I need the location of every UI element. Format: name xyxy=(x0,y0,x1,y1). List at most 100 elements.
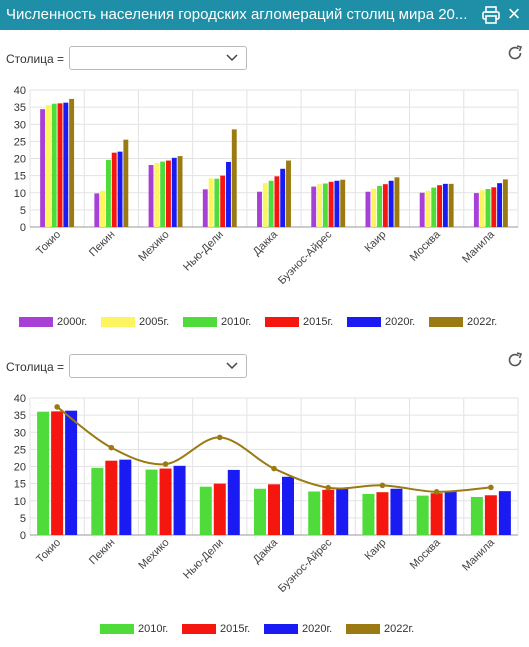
bar[interactable] xyxy=(268,484,280,535)
bar[interactable] xyxy=(498,491,511,535)
bar[interactable] xyxy=(431,187,437,227)
bar[interactable] xyxy=(311,186,317,227)
bar[interactable] xyxy=(282,476,294,535)
bar[interactable] xyxy=(377,185,382,227)
bar[interactable] xyxy=(45,105,51,227)
bar[interactable] xyxy=(430,493,443,535)
bar[interactable] xyxy=(254,488,266,535)
bar[interactable] xyxy=(148,165,154,227)
bar[interactable] xyxy=(199,486,212,535)
bar[interactable] xyxy=(394,177,400,227)
bar[interactable] xyxy=(497,183,503,227)
bar[interactable] xyxy=(479,190,485,227)
bar[interactable] xyxy=(382,184,388,227)
line-point[interactable] xyxy=(54,404,60,410)
bar[interactable] xyxy=(227,469,240,535)
bar[interactable] xyxy=(473,193,479,227)
bar[interactable] xyxy=(317,184,322,227)
bar[interactable] xyxy=(340,179,346,227)
bar[interactable] xyxy=(416,495,429,535)
legend-label: 2020г. xyxy=(302,623,333,635)
bar[interactable] xyxy=(371,188,377,227)
capital-select[interactable] xyxy=(69,46,247,70)
bar[interactable] xyxy=(100,190,106,227)
line-point[interactable] xyxy=(108,444,115,451)
bar[interactable] xyxy=(231,129,237,227)
bar[interactable] xyxy=(63,102,69,227)
bar[interactable] xyxy=(111,152,117,227)
x-tick-label: Каир xyxy=(363,229,389,255)
bar[interactable] xyxy=(220,175,226,227)
bar[interactable] xyxy=(160,161,166,227)
bar[interactable] xyxy=(123,139,129,227)
bar[interactable] xyxy=(91,467,104,535)
bar[interactable] xyxy=(105,460,118,535)
bar[interactable] xyxy=(166,160,171,227)
line-point[interactable] xyxy=(271,465,277,472)
bar[interactable] xyxy=(388,180,394,227)
bar[interactable] xyxy=(268,180,274,227)
bar[interactable] xyxy=(419,192,425,227)
bar[interactable] xyxy=(362,493,375,535)
y-tick-label: 20 xyxy=(14,154,26,166)
bar[interactable] xyxy=(286,160,291,227)
bar[interactable] xyxy=(308,491,321,535)
bar[interactable] xyxy=(171,157,177,227)
bar[interactable] xyxy=(40,109,46,227)
bar[interactable] xyxy=(322,489,335,535)
bar[interactable] xyxy=(94,193,100,227)
bar[interactable] xyxy=(484,495,497,535)
bar[interactable] xyxy=(65,410,78,535)
bar[interactable] xyxy=(208,178,214,227)
bar[interactable] xyxy=(322,183,328,227)
bar[interactable] xyxy=(105,159,111,227)
legend-label: 2000г. xyxy=(57,316,88,328)
bar[interactable] xyxy=(425,190,431,227)
bar[interactable] xyxy=(257,191,262,227)
bar[interactable] xyxy=(213,483,226,535)
bar[interactable] xyxy=(470,496,483,535)
print-icon[interactable] xyxy=(481,5,501,25)
bar[interactable] xyxy=(274,176,280,227)
bar[interactable] xyxy=(57,103,63,227)
bar[interactable] xyxy=(177,156,183,227)
close-icon[interactable]: × xyxy=(507,1,521,26)
line-point[interactable] xyxy=(216,434,223,441)
bar[interactable] xyxy=(336,488,349,535)
bar[interactable] xyxy=(491,187,497,227)
bar[interactable] xyxy=(226,161,231,227)
bar[interactable] xyxy=(214,178,220,227)
bar[interactable] xyxy=(437,185,443,227)
bar[interactable] xyxy=(159,468,172,535)
bar[interactable] xyxy=(376,492,389,535)
bar[interactable] xyxy=(448,183,454,227)
bar[interactable] xyxy=(334,180,340,227)
refresh-icon[interactable] xyxy=(506,44,524,62)
bar[interactable] xyxy=(390,488,403,535)
bar[interactable] xyxy=(119,459,132,535)
bar[interactable] xyxy=(280,168,286,227)
line-point[interactable] xyxy=(488,484,494,491)
bar[interactable] xyxy=(37,411,50,535)
bar[interactable] xyxy=(173,465,186,535)
line-point[interactable] xyxy=(379,482,386,489)
bar[interactable] xyxy=(69,98,75,227)
line-point[interactable] xyxy=(325,484,332,491)
bar[interactable] xyxy=(51,411,64,535)
bar[interactable] xyxy=(442,183,448,227)
line-point[interactable] xyxy=(433,489,440,495)
bar[interactable] xyxy=(154,162,160,227)
bar[interactable] xyxy=(51,103,57,227)
bar[interactable] xyxy=(365,191,371,227)
bar[interactable] xyxy=(328,181,334,227)
bar[interactable] xyxy=(502,179,508,227)
bar[interactable] xyxy=(444,491,457,535)
line-point[interactable] xyxy=(162,461,169,467)
bar[interactable] xyxy=(117,151,123,227)
bar[interactable] xyxy=(262,183,268,227)
bar[interactable] xyxy=(145,469,158,535)
bar[interactable] xyxy=(202,189,208,227)
refresh-icon[interactable] xyxy=(506,351,524,369)
bar[interactable] xyxy=(485,188,491,227)
capital-select[interactable] xyxy=(69,354,247,378)
